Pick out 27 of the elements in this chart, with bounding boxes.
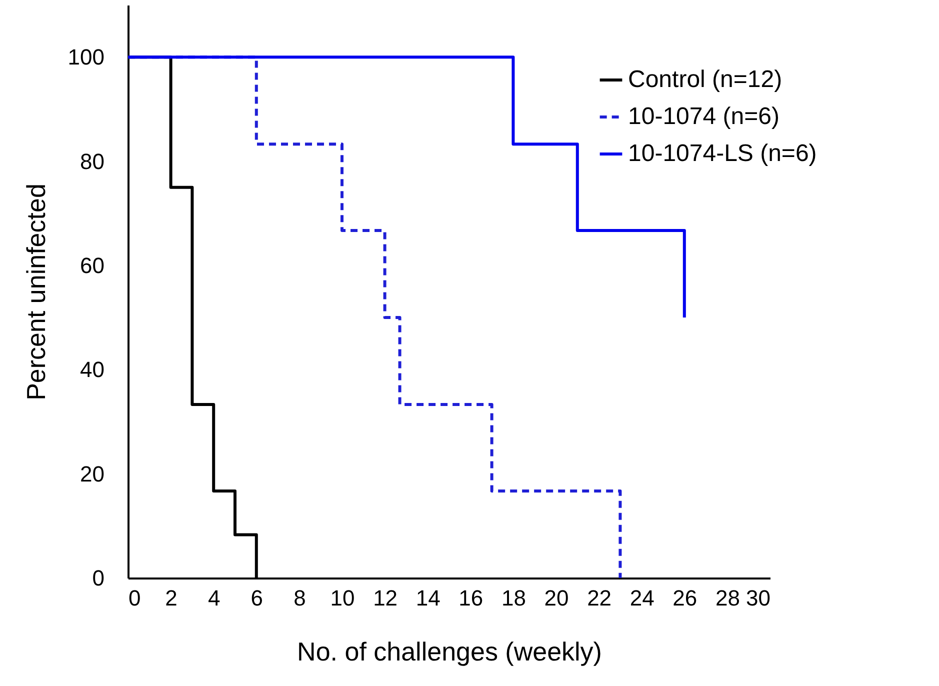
x-tick-label: 22 [587,586,612,610]
x-tick-label: 28 [715,586,740,610]
x-tick-label: 18 [501,586,526,610]
x-tick-label: 26 [672,586,698,610]
x-tick-label: 8 [294,586,306,610]
y-tick-label: 40 [80,357,104,382]
y-tick-label: 100 [68,44,104,70]
x-tick-label: 6 [250,586,264,610]
y-tick-label: 60 [80,252,104,278]
x-tick-label: 16 [458,586,484,610]
legend-label: 10-1074 (n=6) [628,103,780,130]
x-tick-label: 20 [544,586,569,610]
y-tick-label: 20 [80,461,104,486]
x-tick-label: 2 [165,586,178,610]
x-axis-title: No. of challenges (weekly) [297,636,602,666]
y-tick-label: 80 [80,148,104,174]
x-tick-label: 0 [128,586,141,610]
x-tick-label: 4 [208,586,220,610]
legend-label: 10-1074-LS (n=6) [628,140,817,167]
x-tick-label: 10 [330,586,355,610]
y-axis-title: Percent uninfected [20,184,51,400]
x-tick-label: 24 [630,586,654,610]
x-tick-label: 30 [746,586,770,610]
y-tick-label: 0 [92,566,104,590]
x-tick-label: 14 [416,586,440,610]
x-tick-label: 12 [373,586,398,610]
legend-label: Control (n=12) [628,66,782,93]
